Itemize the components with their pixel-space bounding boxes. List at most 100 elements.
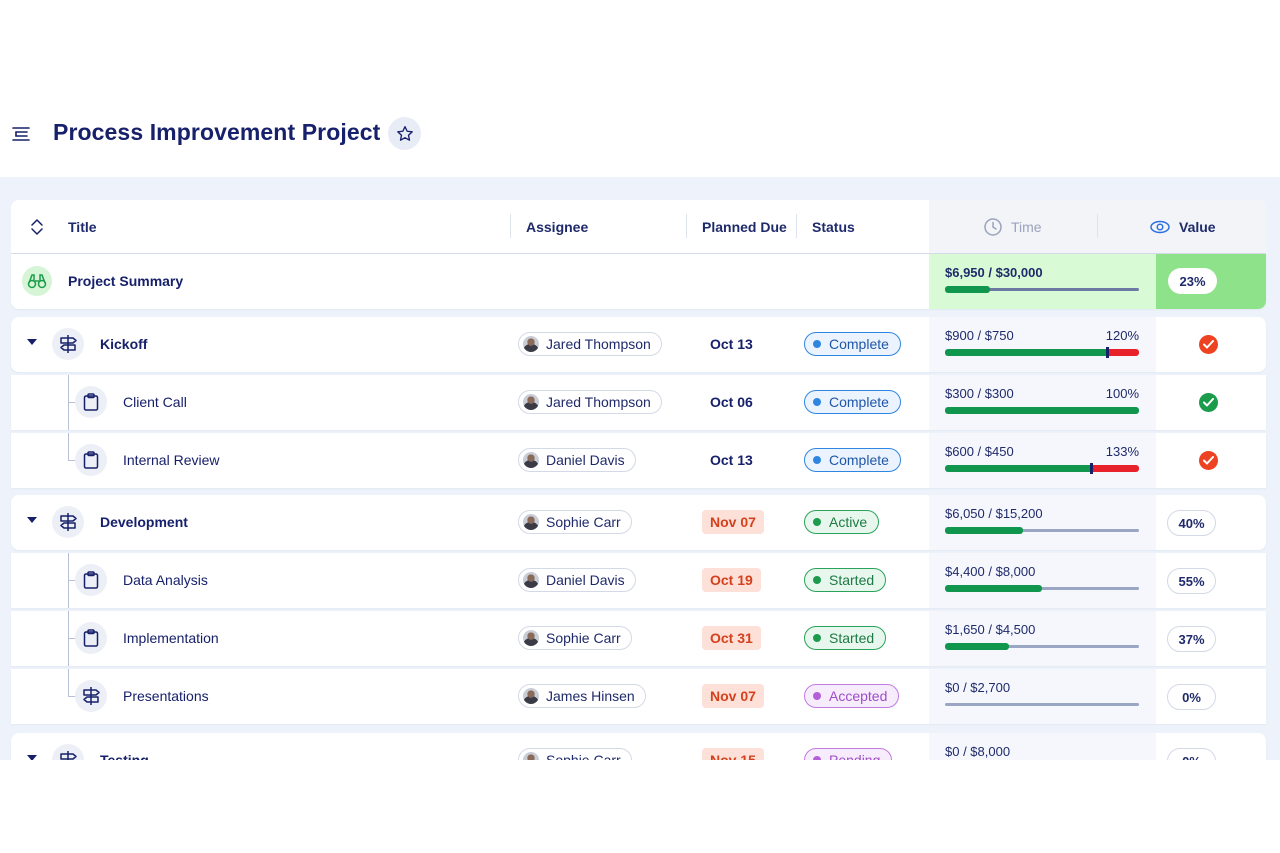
assignee-name: Jared Thompson bbox=[546, 336, 651, 352]
planned-due: Nov 15 bbox=[702, 748, 764, 760]
tab-time[interactable]: Time bbox=[1011, 219, 1042, 235]
summary-progress-fill bbox=[945, 286, 990, 293]
budget-progress-bar bbox=[945, 527, 1139, 534]
time-cell bbox=[929, 611, 1156, 666]
assignee-chip[interactable]: Sophie Carr bbox=[518, 748, 632, 760]
assignee-name: Sophie Carr bbox=[546, 752, 621, 760]
row-title[interactable]: Internal Review bbox=[123, 452, 220, 468]
group-row: Kickoff Jared Thompson Oct 13 Complete $900 … bbox=[11, 317, 1266, 372]
budget-progress-bar bbox=[945, 347, 1139, 358]
budget-progress-fill bbox=[945, 527, 1023, 534]
group-row: Development Sophie Carr Nov 07 Active $6,050… bbox=[11, 495, 1266, 550]
time-cell bbox=[929, 495, 1156, 550]
row-title[interactable]: Kickoff bbox=[100, 336, 148, 352]
task-row: Client Call Jared Thompson Oct 06 Complete $… bbox=[11, 375, 1266, 430]
time-cell bbox=[929, 669, 1156, 724]
status-label: Accepted bbox=[829, 688, 888, 704]
status-badge[interactable]: Complete bbox=[804, 332, 901, 356]
assignee-name: Daniel Davis bbox=[546, 572, 625, 588]
status-badge[interactable]: Active bbox=[804, 510, 880, 534]
task-row: Data Analysis Daniel Davis Oct 19 Started $4… bbox=[11, 553, 1266, 608]
budget-progress-fill bbox=[945, 349, 1107, 356]
value-eye-icon bbox=[1149, 200, 1171, 254]
column-divider bbox=[686, 214, 687, 238]
tree-line bbox=[68, 669, 69, 697]
budget-text: $1,650 / $4,500 bbox=[945, 622, 1036, 637]
budget-overrun-fill bbox=[1091, 465, 1139, 472]
row-title[interactable]: Client Call bbox=[123, 394, 187, 410]
collapse-caret-icon[interactable] bbox=[27, 517, 37, 523]
tree-branch bbox=[68, 696, 78, 697]
assignee-chip[interactable]: Daniel Davis bbox=[518, 568, 636, 592]
status-badge[interactable]: Accepted bbox=[804, 684, 900, 708]
row-title[interactable]: Data Analysis bbox=[123, 572, 208, 588]
collapse-caret-icon[interactable] bbox=[27, 755, 37, 760]
tree-branch bbox=[68, 402, 78, 403]
row-title[interactable]: Development bbox=[100, 514, 188, 530]
status-dot bbox=[813, 518, 821, 526]
budget-progress-bar bbox=[945, 703, 1139, 706]
assignee-name: Daniel Davis bbox=[546, 452, 625, 468]
column-header-planned-due[interactable]: Planned Due bbox=[702, 219, 787, 235]
sort-toggle-icon[interactable] bbox=[29, 200, 45, 254]
assignee-chip[interactable]: Sophie Carr bbox=[518, 626, 632, 650]
avatar bbox=[523, 572, 539, 588]
planned-due: Oct 13 bbox=[710, 452, 753, 468]
status-dot bbox=[813, 456, 821, 464]
status-badge[interactable]: Complete bbox=[804, 390, 901, 414]
assignee-name: Sophie Carr bbox=[546, 630, 621, 646]
project-table-panel: Title Assignee Planned Due Status Time V… bbox=[0, 177, 1280, 760]
time-cell bbox=[929, 733, 1156, 760]
row-title[interactable]: Testing bbox=[100, 752, 149, 760]
collapse-caret-icon[interactable] bbox=[27, 339, 37, 345]
column-header-assignee[interactable]: Assignee bbox=[526, 219, 589, 235]
column-header-status[interactable]: Status bbox=[812, 219, 855, 235]
assignee-chip[interactable]: Sophie Carr bbox=[518, 510, 632, 534]
check-ok-icon bbox=[1199, 393, 1218, 412]
row-title[interactable]: Implementation bbox=[123, 630, 219, 646]
hierarchy-menu-icon[interactable] bbox=[11, 123, 33, 145]
assignee-name: Jared Thompson bbox=[546, 394, 651, 410]
budget-progress-fill bbox=[945, 585, 1042, 592]
status-dot bbox=[813, 756, 821, 760]
favorite-button[interactable] bbox=[388, 117, 421, 150]
summary-budget: $6,950 / $30,000 bbox=[945, 265, 1043, 280]
status-badge[interactable]: Complete bbox=[804, 448, 901, 472]
time-value-header: Time Value bbox=[929, 200, 1266, 253]
row-title[interactable]: Presentations bbox=[123, 688, 209, 704]
status-dot bbox=[813, 576, 821, 584]
summary-progress-bar bbox=[945, 286, 1139, 293]
assignee-chip[interactable]: Jared Thompson bbox=[518, 332, 662, 356]
status-badge[interactable]: Started bbox=[804, 626, 887, 650]
status-label: Pending bbox=[829, 752, 881, 760]
status-label: Started bbox=[829, 572, 875, 588]
assignee-chip[interactable]: Daniel Davis bbox=[518, 448, 636, 472]
budget-text: $600 / $450 bbox=[945, 444, 1014, 459]
status-badge[interactable]: Started bbox=[804, 568, 887, 592]
column-header-title[interactable]: Title bbox=[68, 219, 97, 235]
value-pill: 0% bbox=[1167, 684, 1216, 710]
budget-text: $0 / $2,700 bbox=[945, 680, 1011, 695]
budget-marker bbox=[1106, 347, 1109, 358]
budget-percent: 133% bbox=[1105, 444, 1139, 459]
tree-line bbox=[68, 433, 69, 461]
signpost-icon bbox=[52, 506, 84, 538]
assignee-name: James Hinsen bbox=[546, 688, 635, 704]
value-pill: 40% bbox=[1167, 510, 1216, 536]
avatar bbox=[523, 394, 539, 410]
avatar bbox=[523, 336, 539, 352]
planned-due: Oct 31 bbox=[702, 626, 761, 650]
tab-value[interactable]: Value bbox=[1179, 219, 1216, 235]
task-row: Presentations James Hinsen Nov 07 Accepted $… bbox=[11, 669, 1266, 724]
assignee-chip[interactable]: Jared Thompson bbox=[518, 390, 662, 414]
clipboard-icon bbox=[75, 444, 107, 476]
binoculars-icon bbox=[22, 266, 52, 296]
status-label: Complete bbox=[829, 452, 889, 468]
clipboard-icon bbox=[75, 564, 107, 596]
budget-percent: 100% bbox=[1105, 386, 1139, 401]
status-label: Active bbox=[829, 514, 868, 530]
assignee-chip[interactable]: James Hinsen bbox=[518, 684, 646, 708]
group-row: Testing Sophie Carr Nov 15 Pending $0 / $8,0… bbox=[11, 733, 1266, 760]
status-badge[interactable]: Pending bbox=[804, 748, 893, 760]
avatar bbox=[523, 514, 539, 530]
